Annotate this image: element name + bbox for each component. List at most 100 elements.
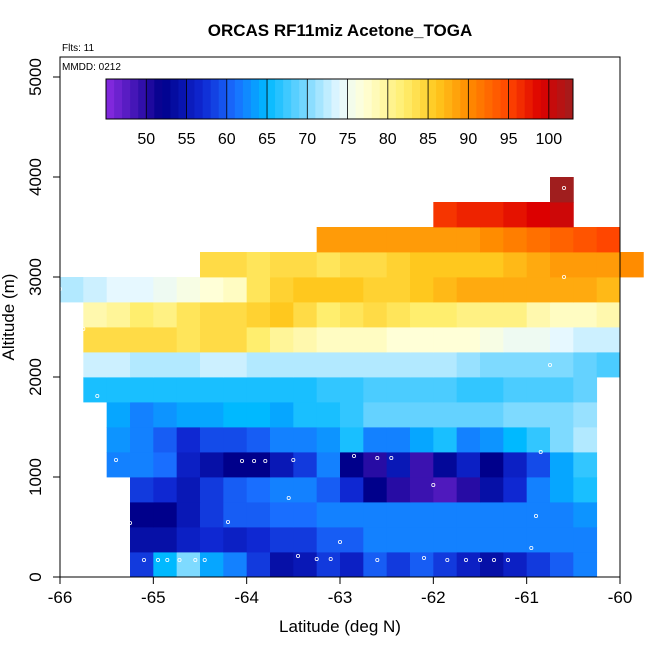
heatmap-cell xyxy=(456,252,481,278)
heatmap-cell xyxy=(503,352,528,378)
heatmap-cell xyxy=(200,477,224,503)
sample-marker xyxy=(389,455,394,460)
heatmap-cell xyxy=(176,402,201,428)
heatmap-cell xyxy=(340,552,364,578)
heatmap-cell xyxy=(456,527,481,553)
heatmap-cell xyxy=(550,502,574,528)
heatmap-cell xyxy=(223,427,248,453)
heatmap-cell xyxy=(200,252,224,278)
heatmap-cell xyxy=(246,427,271,453)
sample-marker xyxy=(95,393,100,398)
heatmap-cell xyxy=(526,252,551,278)
heatmap-cell xyxy=(410,377,434,403)
x-axis: -66 -65 -64 -63 -62 -61 -60 xyxy=(48,577,632,607)
colorbar-swatch xyxy=(428,79,437,119)
heatmap-cell xyxy=(363,452,388,478)
colorbar-swatch xyxy=(331,79,340,119)
heatmap-cell xyxy=(130,427,154,453)
heatmap-cell xyxy=(550,427,574,453)
heatmap-cell xyxy=(340,327,364,353)
colorbar-swatch xyxy=(411,79,421,119)
heatmap-cell xyxy=(130,327,154,353)
heatmap-cell xyxy=(456,227,481,253)
colorbar-tick-label: 50 xyxy=(137,131,155,148)
heatmap-cell xyxy=(456,502,481,528)
colorbar-swatch xyxy=(234,79,244,119)
x-axis-label: Latitude (deg N) xyxy=(279,617,401,636)
colorbar-swatch xyxy=(444,79,453,119)
colorbar-tick-label: 65 xyxy=(258,131,276,148)
sample-marker xyxy=(252,458,257,463)
sample-marker xyxy=(421,556,426,561)
heatmap-cell xyxy=(596,352,621,378)
heatmap-cell xyxy=(526,527,551,553)
heatmap-cell xyxy=(316,552,341,578)
heatmap-cell xyxy=(503,252,528,278)
heatmap-cell xyxy=(83,277,108,303)
colorbar-swatch xyxy=(476,79,485,119)
colorbar-swatch xyxy=(186,79,195,119)
heatmap-cell xyxy=(176,352,201,378)
colorbar-swatch xyxy=(556,79,566,119)
colorbar-swatch xyxy=(202,79,212,119)
heatmap-cell xyxy=(480,277,504,303)
heatmap-cell xyxy=(550,302,574,328)
heatmap-cell xyxy=(433,477,458,503)
heatmap-cell xyxy=(386,302,411,328)
heatmap-cell xyxy=(410,527,434,553)
heatmap-cell xyxy=(456,402,481,428)
y-axis-label: Altitude (m) xyxy=(0,274,18,361)
sample-marker xyxy=(562,274,567,279)
heatmap-cell xyxy=(503,452,528,478)
heatmap-cell xyxy=(106,402,131,428)
heatmap-cell xyxy=(410,552,434,578)
heatmap-cell xyxy=(270,552,294,578)
heatmap-cell xyxy=(223,477,248,503)
heatmap-cell xyxy=(410,227,434,253)
colorbar-swatch xyxy=(299,79,308,119)
heatmap-cell xyxy=(526,452,551,478)
heatmap-cell xyxy=(526,377,551,403)
colorbar-swatch xyxy=(379,79,389,119)
heatmap-cell xyxy=(456,377,481,403)
colorbar-tick-label: 95 xyxy=(500,131,518,148)
heatmap-cell xyxy=(83,352,108,378)
heatmap-cell xyxy=(246,552,271,578)
colorbar-swatch xyxy=(452,79,461,119)
heatmap-cell xyxy=(153,277,178,303)
heatmap-cell xyxy=(596,227,621,253)
heatmap-cell xyxy=(293,527,318,553)
heatmap-cell xyxy=(363,327,388,353)
sample-marker xyxy=(81,326,86,331)
heatmap-cell xyxy=(293,277,318,303)
heatmap-cell xyxy=(410,252,434,278)
heatmap-cell xyxy=(480,427,504,453)
heatmap-cell xyxy=(316,402,341,428)
colorbar-swatch xyxy=(242,79,252,119)
heatmap-cell xyxy=(293,477,318,503)
heatmap-cell xyxy=(480,377,504,403)
heatmap-cell xyxy=(316,427,341,453)
sample-marker xyxy=(295,554,300,559)
heatmap-cell xyxy=(83,327,108,353)
heatmap-cell xyxy=(503,302,528,328)
sample-marker xyxy=(491,558,496,563)
sample-marker xyxy=(562,185,567,190)
heatmap-cell xyxy=(153,552,178,578)
heatmap-cell xyxy=(106,427,131,453)
heatmap-cell xyxy=(153,502,178,528)
heatmap-cell xyxy=(480,477,504,503)
heatmap-cell xyxy=(293,377,318,403)
colorbar-swatch xyxy=(500,79,509,119)
colorbar-swatch xyxy=(218,79,228,119)
sample-markers xyxy=(58,185,567,563)
heatmap-cell xyxy=(433,202,458,228)
heatmap-cell xyxy=(363,227,388,253)
colorbar-swatch xyxy=(122,79,131,119)
colorbar-swatch xyxy=(492,79,501,119)
sample-marker xyxy=(548,362,553,367)
sample-marker xyxy=(463,558,468,563)
heatmap-cell xyxy=(223,352,248,378)
colorbar-swatch xyxy=(178,79,187,119)
sample-marker xyxy=(177,558,182,563)
